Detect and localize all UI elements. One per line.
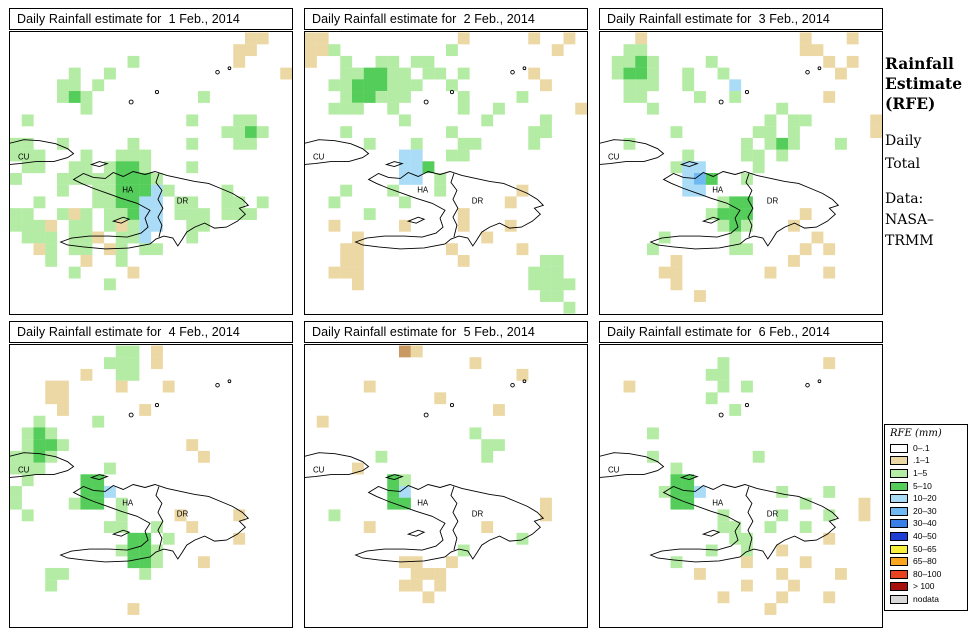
product-heading: Rainfall Estimate (RFE) — [885, 54, 969, 114]
source-line: TRMM — [885, 233, 934, 249]
rainfall-map-5-feb — [304, 344, 588, 628]
source-line: Data: — [885, 191, 924, 207]
legend-entries: 0–.1 .1–1 1–5 5–10 10–20 20–30 30–40 40–50 50–65… — [890, 442, 963, 606]
legend-label: 65–80 — [913, 556, 937, 567]
legend-swatch — [890, 519, 908, 529]
legend-row: 1–5 — [890, 467, 963, 480]
rainfall-map-1-feb — [9, 31, 293, 315]
legend-swatch — [890, 456, 908, 466]
panel-title: Daily Rainfall estimate for 5 Feb., 2014 — [304, 321, 588, 343]
sidebar: Rainfall Estimate (RFE) Daily Total Data… — [885, 54, 969, 252]
panel-1-feb: Daily Rainfall estimate for 1 Feb., 2014 — [9, 8, 293, 315]
rainfall-map-2-feb — [304, 31, 588, 315]
legend-swatch — [890, 481, 908, 491]
legend-swatch — [890, 468, 908, 478]
panel-5-feb: Daily Rainfall estimate for 5 Feb., 2014 — [304, 321, 588, 628]
panel-title: Daily Rainfall estimate for 6 Feb., 2014 — [599, 321, 883, 343]
legend-label: .1–1 — [913, 455, 930, 466]
legend-swatch — [890, 506, 908, 516]
legend-label: 20–30 — [913, 505, 937, 516]
rainfall-map-6-feb — [599, 344, 883, 628]
source-line: NASA– — [885, 212, 935, 228]
legend-label: nodata — [913, 593, 939, 604]
legend-row: 40–50 — [890, 530, 963, 543]
legend-label: 40–50 — [913, 530, 937, 541]
legend-row: > 100 — [890, 581, 963, 594]
legend-label: 10–20 — [913, 493, 937, 504]
legend-row: 65–80 — [890, 555, 963, 568]
panel-title: Daily Rainfall estimate for 1 Feb., 2014 — [9, 8, 293, 30]
legend-label: 1–5 — [913, 467, 928, 478]
panel-grid: Daily Rainfall estimate for 1 Feb., 2014… — [9, 8, 883, 628]
legend-label: 80–100 — [913, 568, 942, 579]
legend-row: 80–100 — [890, 568, 963, 581]
legend-label: 30–40 — [913, 518, 937, 529]
subtitle-line: Daily — [885, 133, 922, 149]
subtitle-line: Total — [885, 156, 921, 172]
panel-2-feb: Daily Rainfall estimate for 2 Feb., 2014 — [304, 8, 588, 315]
legend-swatch — [890, 531, 908, 541]
legend-swatch — [890, 594, 908, 604]
heading-line: Rainfall — [885, 54, 954, 73]
legend-row: .1–1 — [890, 455, 963, 468]
legend-swatch — [890, 544, 908, 554]
product-subtitle: Daily Total — [885, 130, 969, 176]
legend-row: 5–10 — [890, 480, 963, 493]
legend-row: 50–65 — [890, 543, 963, 556]
legend-swatch — [890, 569, 908, 579]
legend-swatch — [890, 494, 908, 504]
legend-label: 50–65 — [913, 543, 937, 554]
legend-row: 10–20 — [890, 492, 963, 505]
heading-line: (RFE) — [885, 94, 936, 113]
legend-row: nodata — [890, 593, 963, 606]
legend-row: 20–30 — [890, 505, 963, 518]
panel-3-feb: Daily Rainfall estimate for 3 Feb., 2014 — [599, 8, 883, 315]
legend-row: 0–.1 — [890, 442, 963, 455]
panel-6-feb: Daily Rainfall estimate for 6 Feb., 2014 — [599, 321, 883, 628]
panel-title: Daily Rainfall estimate for 3 Feb., 2014 — [599, 8, 883, 30]
rfe-legend: RFE (mm) 0–.1 .1–1 1–5 5–10 10–20 20–30 30–40 4… — [884, 424, 968, 611]
rainfall-map-3-feb — [599, 31, 883, 315]
legend-label: 0–.1 — [913, 442, 930, 453]
data-source: Data: NASA– TRMM — [885, 189, 969, 252]
panel-4-feb: Daily Rainfall estimate for 4 Feb., 2014 — [9, 321, 293, 628]
legend-row: 30–40 — [890, 518, 963, 531]
legend-title: RFE (mm) — [890, 428, 942, 439]
legend-label: 5–10 — [913, 480, 932, 491]
legend-swatch — [890, 557, 908, 567]
legend-label: > 100 — [913, 581, 935, 592]
rainfall-map-4-feb — [9, 344, 293, 628]
legend-swatch — [890, 443, 908, 453]
legend-swatch — [890, 582, 908, 592]
heading-line: Estimate — [885, 74, 963, 93]
panel-title: Daily Rainfall estimate for 2 Feb., 2014 — [304, 8, 588, 30]
panel-title: Daily Rainfall estimate for 4 Feb., 2014 — [9, 321, 293, 343]
